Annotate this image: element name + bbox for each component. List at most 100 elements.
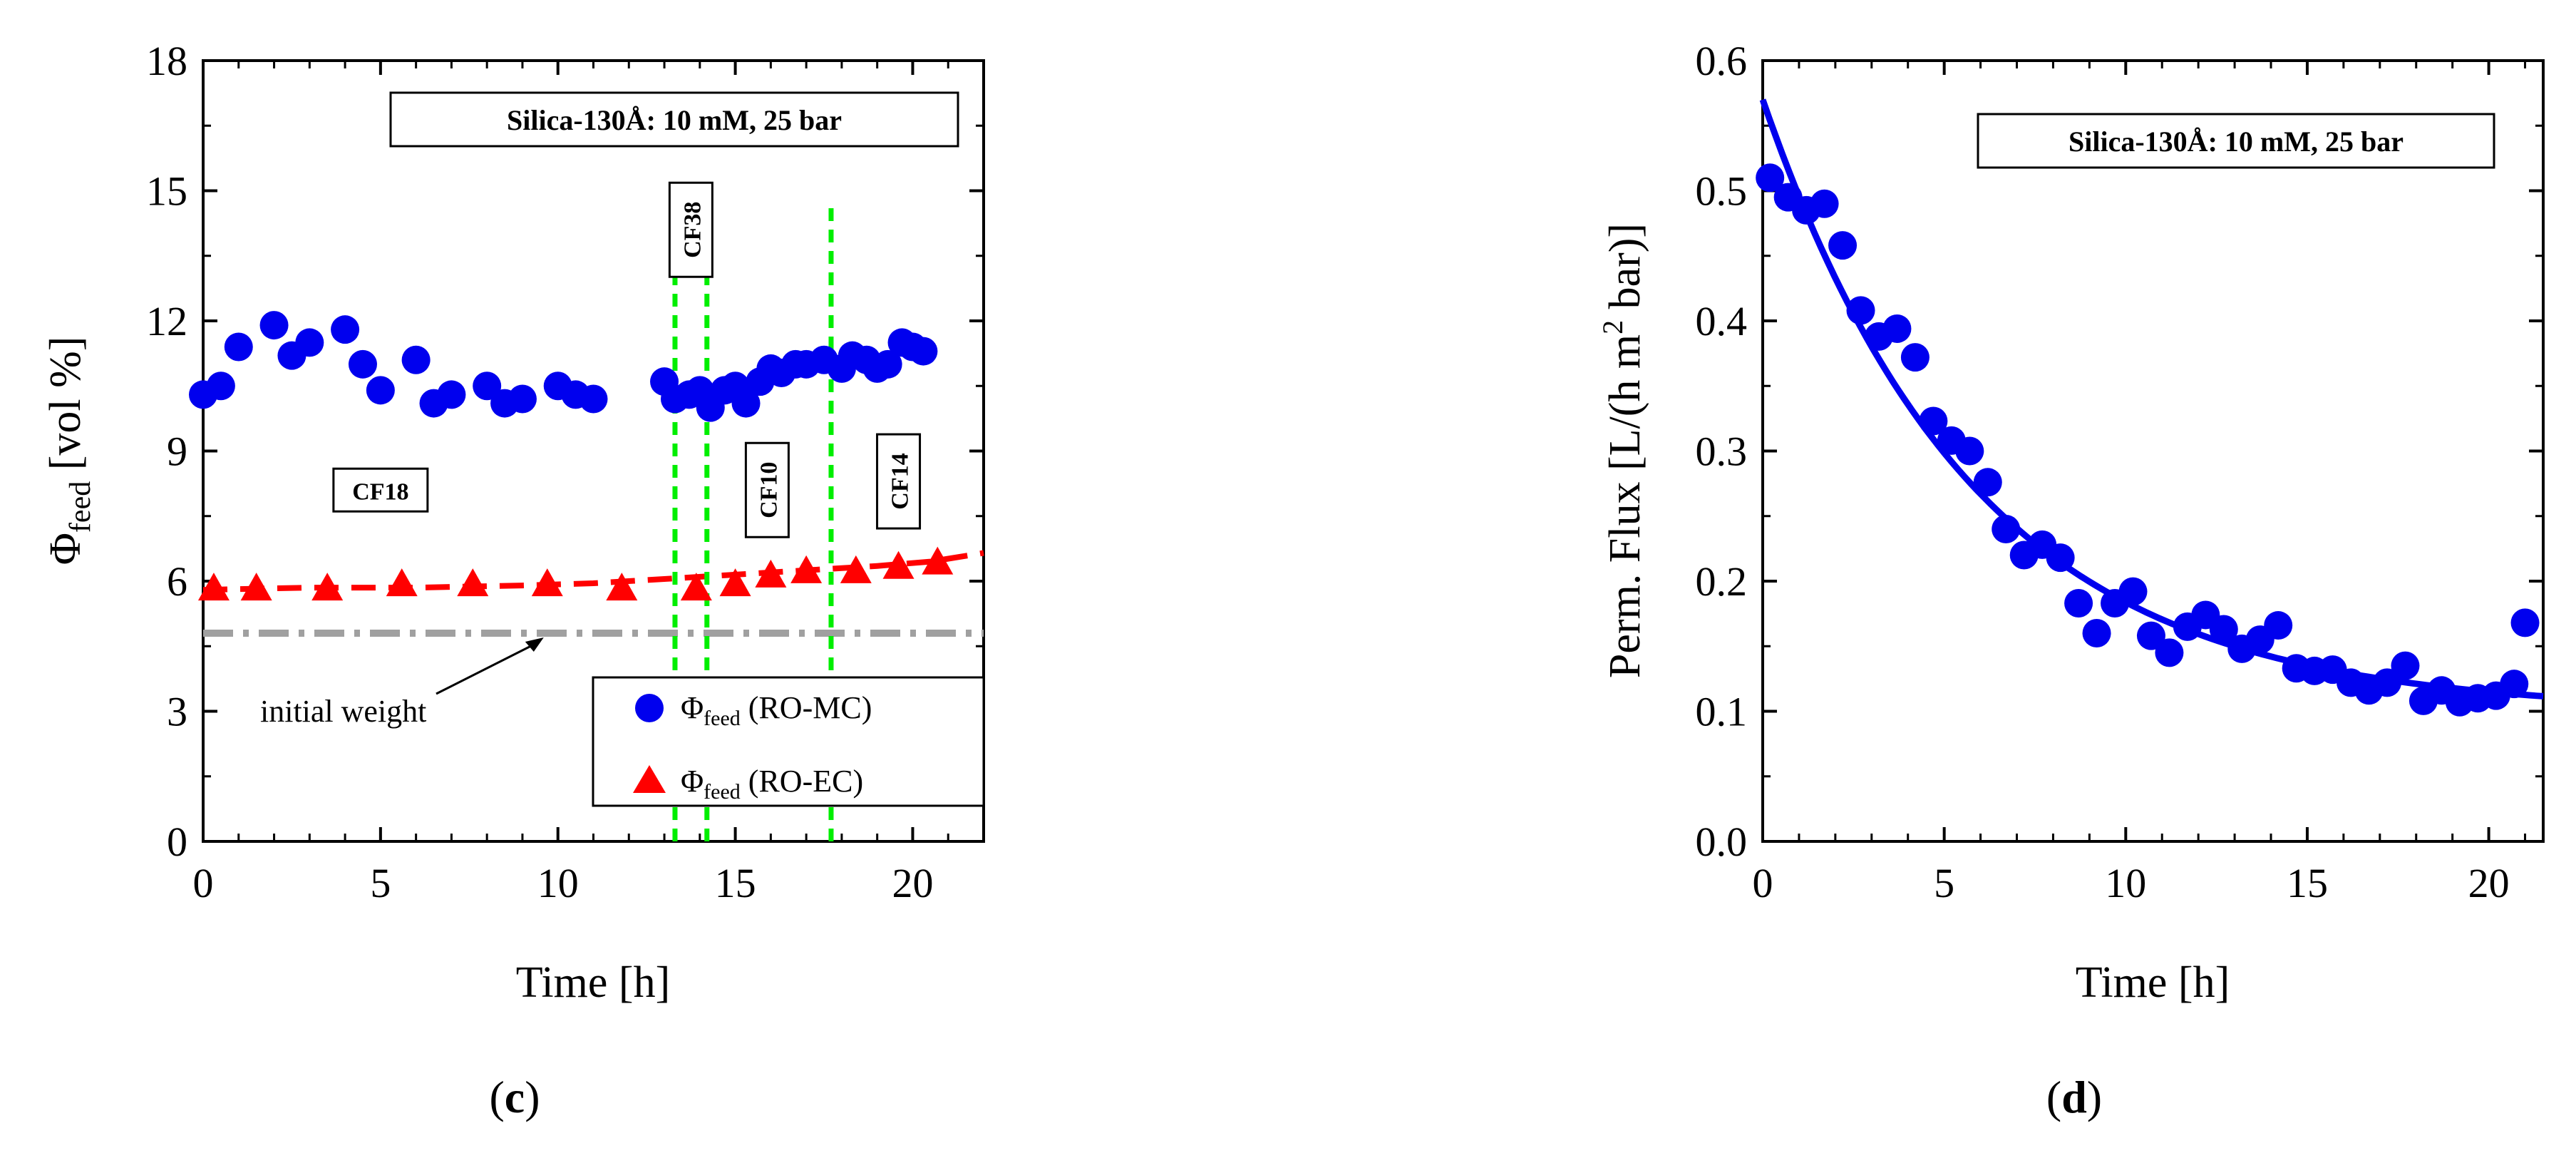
d-point: [2264, 611, 2293, 640]
c-legend-ec-label: Φfeed (RO-EC): [681, 764, 863, 804]
c-point-ec: [840, 555, 872, 583]
c-xlabel: Time [h]: [516, 958, 670, 1007]
c-legend-ec-marker: [633, 765, 666, 793]
c-ticks: [202, 59, 984, 843]
d-fit-curve: [1759, 98, 2544, 700]
d-point: [2046, 543, 2075, 573]
c-xtick-label: 10: [537, 860, 579, 906]
d-ytick-label: 0.0: [1696, 819, 1748, 865]
c-point-mc: [731, 389, 761, 418]
d-point: [2510, 608, 2540, 637]
c-point-mc: [909, 337, 938, 366]
c-series-ro-ec: [197, 546, 954, 601]
c-legend-mc-marker: [635, 694, 664, 722]
d-point: [1828, 231, 1858, 260]
d-ytick-label: 0.6: [1696, 38, 1748, 84]
c-point-ec: [531, 568, 563, 597]
c-legend-mc-label: Φfeed (RO-MC): [681, 690, 872, 730]
c-annotation-box: [389, 91, 959, 148]
chart-c: 0 5 10 15 20 0 3 6 9 12 15 18 CF18 CF38 CF10 CF14 Sili…: [41, 38, 985, 1122]
c-point-mc: [508, 384, 537, 414]
c-cf-label-box: [332, 467, 429, 513]
c-point-ec: [240, 573, 272, 601]
d-point: [2155, 638, 2184, 667]
c-xtick-label: 15: [715, 860, 756, 906]
d-ytick-label: 0.2: [1696, 558, 1748, 605]
c-point-ec: [386, 568, 418, 597]
c-point-mc: [206, 371, 235, 401]
d-point: [2118, 577, 2148, 606]
c-point-mc: [259, 311, 289, 340]
c-xtick-label: 0: [193, 860, 214, 906]
d-ytick-label: 0.4: [1696, 298, 1748, 344]
d-point: [1973, 468, 2002, 497]
c-point-ec: [680, 573, 712, 601]
c-point-ec: [755, 559, 787, 588]
panel-label-c: (c): [489, 1072, 540, 1122]
c-initial-weight-label: initial weight: [260, 694, 426, 729]
c-point-ec: [922, 546, 954, 575]
d-point: [1992, 515, 2021, 543]
d-xtick-label: 5: [1934, 860, 1954, 906]
c-cf-label: CF14: [876, 433, 922, 530]
c-ytick-label: 15: [146, 168, 187, 215]
d-annotation-box: [1977, 113, 2495, 169]
d-xtick-label: 15: [2287, 860, 2328, 906]
d-ytick-label: 0.3: [1696, 429, 1748, 475]
c-initial-weight-arrow: [436, 643, 535, 695]
c-xtick-label: 20: [892, 860, 933, 906]
c-cf-label: CF18: [332, 467, 429, 513]
c-point-mc: [348, 349, 377, 379]
d-point: [1810, 189, 1839, 218]
c-cf-label: CF38: [668, 181, 713, 278]
d-xtick-label: 0: [1753, 860, 1773, 906]
chart-d: 0 5 10 15 20 0.0 0.1 0.2 0.3 0.4 0.5 0.6 Silica-130…: [1597, 38, 2545, 1122]
c-cf-label-text: CF10: [756, 462, 782, 518]
c-point-ec: [606, 573, 638, 601]
d-point: [2500, 670, 2529, 699]
d-ytick-label: 0.5: [1696, 168, 1748, 215]
d-point: [2082, 619, 2111, 647]
c-ylabel: Φfeed [vol %]: [41, 337, 97, 565]
d-point: [1846, 296, 1875, 325]
c-point-mc: [224, 332, 253, 362]
d-point: [2373, 668, 2401, 697]
c-point-mc: [331, 315, 360, 344]
d-xtick-label: 20: [2468, 860, 2510, 906]
c-ec-trend-line: [202, 550, 984, 593]
d-ylabel: Perm. Flux [L/(h m2 bar)]: [1597, 223, 1649, 678]
c-ytick-label: 6: [167, 558, 187, 605]
c-point-ec: [311, 573, 344, 601]
c-point-ec: [790, 555, 823, 583]
c-point-mc: [437, 380, 466, 409]
c-cf-labels: CF18 CF38 CF10 CF14: [332, 181, 922, 538]
d-point: [1900, 343, 1930, 372]
c-cf-label-text: CF14: [887, 453, 914, 509]
c-point-mc: [366, 376, 395, 405]
c-point-ec: [457, 568, 489, 597]
d-point: [2064, 589, 2093, 618]
c-cf-label-text: CF38: [679, 202, 706, 258]
c-ytick-label: 18: [146, 38, 187, 84]
c-legend: Φfeed (RO-MC) Φfeed (RO-EC): [592, 676, 985, 807]
d-point: [2136, 621, 2165, 650]
c-series-ro-mc: [189, 311, 938, 422]
c-ytick-label: 0: [167, 819, 187, 865]
d-point: [1882, 314, 1912, 343]
d-point: [1919, 406, 1948, 436]
d-ytick-label: 0.1: [1696, 689, 1748, 735]
d-annotation-text: Silica-130Å: 10 mM, 25 bar: [2068, 125, 2404, 158]
c-ytick-label: 3: [167, 689, 187, 735]
c-ytick-label: 12: [146, 298, 187, 344]
c-point-ec: [719, 568, 751, 597]
c-ytick-label: 9: [167, 429, 187, 475]
d-xtick-label: 10: [2105, 860, 2146, 906]
c-point-mc: [401, 345, 431, 374]
c-point-ec: [882, 550, 915, 579]
c-annotation-text: Silica-130Å: 10 mM, 25 bar: [507, 104, 842, 136]
c-arrow-head: [525, 637, 544, 652]
c-xtick-label: 5: [370, 860, 391, 906]
c-cf-label-box: [668, 181, 713, 278]
d-point: [2209, 615, 2238, 644]
